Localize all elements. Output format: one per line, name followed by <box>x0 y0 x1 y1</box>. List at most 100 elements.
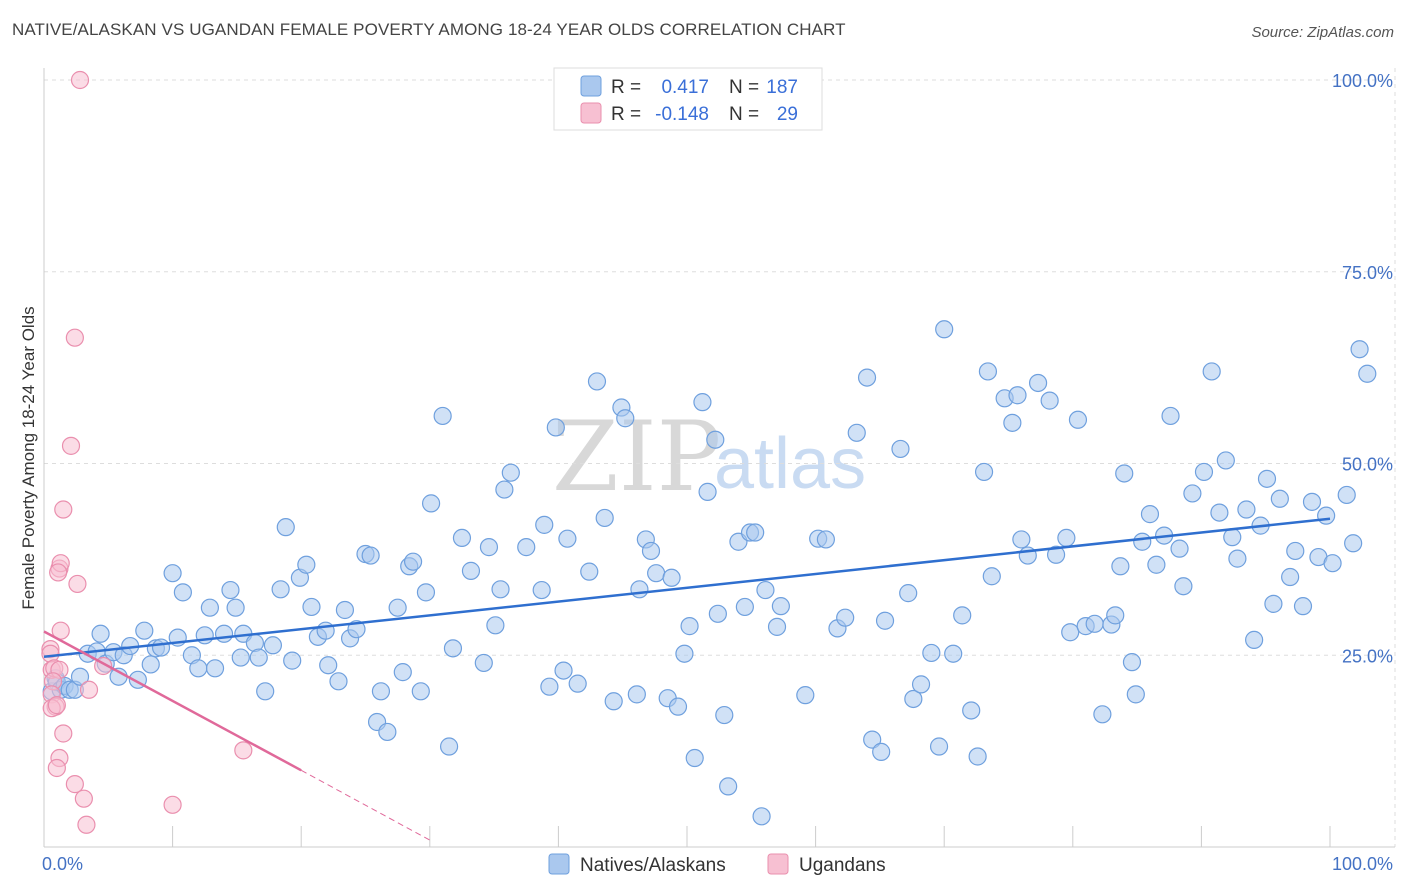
ugandan-point-19 <box>54 724 73 743</box>
native-point-182 <box>1317 506 1336 525</box>
native-point-27 <box>200 598 219 617</box>
native-point-82 <box>580 562 599 581</box>
native-point-96 <box>675 644 694 663</box>
native-point-132 <box>962 701 981 720</box>
native-point-38 <box>271 580 290 599</box>
native-point-167 <box>1210 503 1229 522</box>
legend-n-label-2: N = <box>729 104 759 125</box>
axes <box>43 68 1395 848</box>
ugandan-point-24 <box>77 815 96 834</box>
native-point-60 <box>411 682 430 701</box>
legend-swatch-ugandans <box>580 102 602 124</box>
native-point-110 <box>756 580 775 600</box>
native-point-54 <box>371 682 391 701</box>
native-point-120 <box>863 730 882 749</box>
ugandan-point-6 <box>49 563 68 582</box>
native-point-42 <box>297 555 316 574</box>
native-point-48 <box>335 600 355 620</box>
natives-trend-line <box>43 517 1331 659</box>
native-point-59 <box>403 552 423 571</box>
native-point-101 <box>706 430 725 449</box>
native-point-108 <box>746 523 765 542</box>
native-point-115 <box>816 530 835 549</box>
native-point-68 <box>474 653 493 673</box>
native-point-56 <box>388 598 407 617</box>
native-point-125 <box>904 689 923 709</box>
native-point-76 <box>535 515 554 534</box>
x-tick-label-1: 100.0% <box>1332 854 1393 874</box>
ugandan-point-1 <box>65 328 84 347</box>
y-axis-label: Female Poverty Among 18-24 Year Olds <box>19 306 38 609</box>
legend-swatch-natives <box>580 75 602 97</box>
native-point-136 <box>982 567 1001 586</box>
native-point-106 <box>735 597 754 617</box>
legend-r-value-1: 0.417 <box>661 77 709 98</box>
native-point-117 <box>836 608 855 627</box>
native-point-152 <box>1106 606 1125 625</box>
native-point-109 <box>752 807 771 826</box>
native-point-23 <box>173 583 192 602</box>
native-point-128 <box>929 737 949 756</box>
native-point-168 <box>1216 451 1235 470</box>
y-tick-label-1: 50.0% <box>1342 455 1393 475</box>
native-point-40 <box>283 651 302 670</box>
native-point-102 <box>708 604 727 623</box>
bottom-legend: Natives/Alaskans Ugandans <box>548 853 886 876</box>
native-point-184 <box>1337 485 1356 505</box>
native-point-142 <box>1028 373 1048 393</box>
native-point-133 <box>968 747 987 766</box>
native-point-57 <box>393 663 412 682</box>
legend-r-label-1: R = <box>611 77 641 98</box>
y-tick-label-0: 25.0% <box>1342 646 1393 666</box>
native-point-55 <box>378 722 397 742</box>
native-point-67 <box>461 561 481 580</box>
native-point-28 <box>205 659 225 678</box>
native-point-119 <box>857 368 877 387</box>
native-point-187 <box>1358 364 1377 383</box>
ugandan-point-22 <box>65 775 84 794</box>
native-point-135 <box>978 362 998 381</box>
ugandan-point-3 <box>54 500 73 519</box>
x-tick-label-0: 0.0% <box>42 854 83 874</box>
native-point-130 <box>944 644 963 663</box>
native-point-98 <box>685 748 704 768</box>
native-point-39 <box>276 518 295 537</box>
native-point-154 <box>1115 464 1134 483</box>
native-point-63 <box>433 406 452 426</box>
native-point-66 <box>452 528 472 547</box>
native-point-80 <box>558 529 577 548</box>
native-point-78 <box>546 418 565 437</box>
native-point-176 <box>1270 489 1289 508</box>
bottom-legend-label-natives: Natives/Alaskans <box>580 855 726 876</box>
native-point-165 <box>1194 462 1214 482</box>
ugandan-point-0 <box>70 70 90 90</box>
legend-n-value-1: 187 <box>766 77 798 98</box>
ugandan-point-23 <box>74 789 93 808</box>
native-point-35 <box>249 648 268 667</box>
native-point-147 <box>1068 410 1088 429</box>
legend-r-value-2: -0.148 <box>655 104 709 125</box>
native-point-43 <box>302 597 321 617</box>
native-point-121 <box>872 742 891 761</box>
native-point-32 <box>231 648 250 667</box>
native-point-62 <box>421 494 441 513</box>
native-point-92 <box>647 564 666 583</box>
native-point-88 <box>627 685 646 704</box>
watermark-zip: ZIP <box>552 401 721 513</box>
native-point-144 <box>1046 545 1066 564</box>
native-point-143 <box>1040 391 1059 410</box>
native-point-97 <box>680 617 699 636</box>
native-point-70 <box>486 616 505 635</box>
native-point-65 <box>443 639 463 658</box>
tick-labels: 25.0% 50.0% 75.0% 100.0% 0.0% 100.0% <box>42 71 1393 874</box>
native-point-111 <box>767 617 787 636</box>
native-point-124 <box>899 584 918 603</box>
native-point-186 <box>1350 340 1369 359</box>
native-point-64 <box>439 737 459 756</box>
native-point-146 <box>1061 623 1080 642</box>
native-point-47 <box>329 672 348 691</box>
native-point-79 <box>554 661 573 680</box>
ugandan-point-21 <box>47 758 66 778</box>
native-point-52 <box>361 546 380 565</box>
ugandan-point-18 <box>47 696 66 715</box>
